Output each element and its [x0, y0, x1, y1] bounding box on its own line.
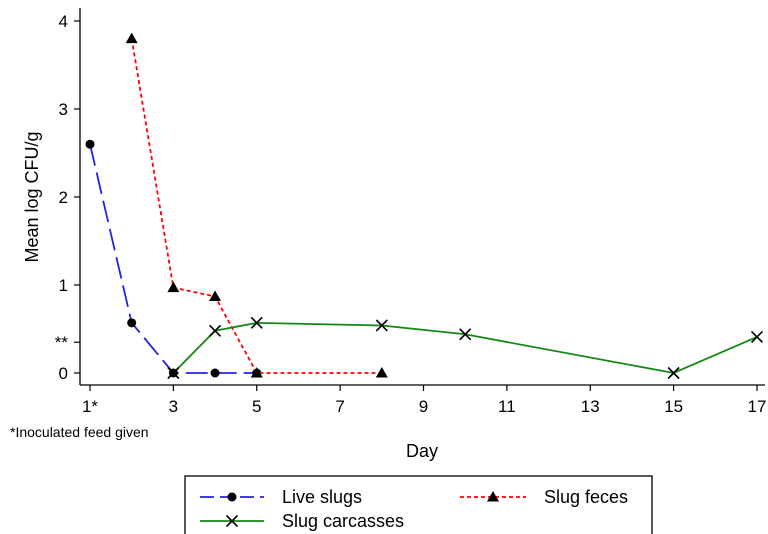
legend: Live slugs Slug feces Slug carcasses — [184, 475, 653, 534]
data-point-slug-carcasses — [750, 330, 764, 343]
legend-label-slug-feces: Slug feces — [544, 487, 628, 507]
x-tick-label: 5 — [252, 397, 261, 416]
series-slug-carcasses — [167, 316, 764, 380]
data-point-slug-carcasses — [375, 319, 388, 332]
axes — [79, 8, 765, 386]
legend-label-slug-carcasses: Slug carcasses — [282, 511, 404, 531]
x-tick-label: 17 — [748, 397, 767, 416]
series-line-live-slugs — [89, 143, 257, 374]
series-slug-feces — [125, 32, 388, 378]
data-point-slug-feces — [167, 281, 180, 293]
series-group — [85, 32, 764, 380]
data-point-slug-feces — [125, 32, 138, 44]
x-tick-label: 1* — [82, 397, 98, 416]
x-tick-label: 15 — [664, 397, 683, 416]
data-point-slug-carcasses — [250, 316, 263, 329]
y-extra-tick-label: ** — [55, 333, 69, 352]
y-tick-label: 1 — [59, 276, 68, 295]
data-point-slug-feces — [375, 367, 388, 378]
y-tick-label: 3 — [59, 100, 68, 119]
legend-marker-slug-feces — [487, 491, 499, 502]
legend-marker-slug-carcasses — [225, 514, 239, 528]
y-tick-label: 4 — [59, 12, 68, 31]
series-live-slugs — [85, 139, 262, 378]
ticks: 1* 3 5 7 9 11 13 15 17 0 1 2 3 4 ** — [55, 12, 767, 416]
footnote: *Inoculated feed given — [10, 424, 149, 440]
data-point-live-slugs — [127, 318, 137, 328]
series-line-slug-carcasses — [172, 321, 758, 374]
y-tick-label: 0 — [59, 364, 68, 383]
data-point-live-slugs — [85, 139, 95, 149]
legend-label-live-slugs: Live slugs — [282, 487, 362, 507]
data-point-slug-carcasses — [667, 366, 680, 380]
legend-marker-live-slugs — [227, 492, 237, 502]
legend-box — [184, 475, 653, 534]
x-tick-label: 11 — [498, 397, 516, 416]
data-point-slug-carcasses — [208, 324, 222, 337]
data-point-slug-feces — [209, 290, 222, 301]
x-tick-label: 7 — [335, 397, 344, 416]
x-tick-label: 13 — [581, 397, 600, 416]
data-point-slug-carcasses — [167, 366, 180, 380]
data-point-live-slugs — [210, 368, 220, 378]
data-point-slug-carcasses — [459, 328, 472, 341]
x-tick-label: 3 — [169, 397, 178, 416]
data-point-slug-feces — [250, 367, 263, 378]
y-axis-title: Mean log CFU/g — [22, 131, 42, 262]
x-axis-title: Day — [406, 441, 438, 461]
x-tick-label: 9 — [419, 397, 428, 416]
y-tick-label: 2 — [59, 188, 68, 207]
